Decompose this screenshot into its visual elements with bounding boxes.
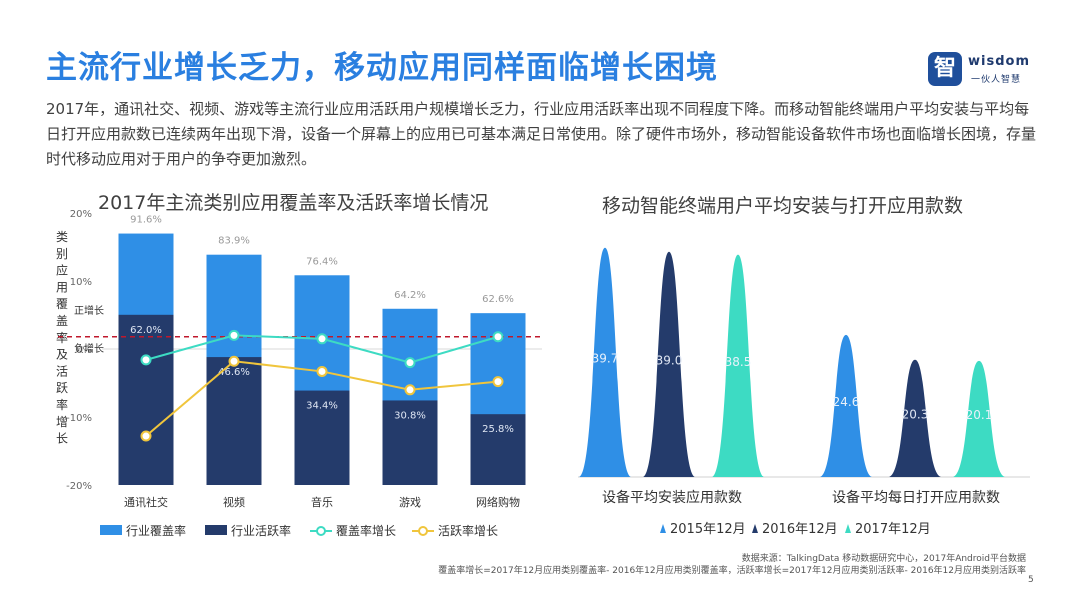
coverage-bar-label: 64.2% (394, 290, 426, 301)
active-bar-label: 62.0% (130, 325, 162, 336)
intro-paragraph: 2017年，通讯社交、视频、游戏等主流行业应用活跃用户规模增长乏力，行业应用活跃… (46, 100, 1037, 168)
x-axis-category-label: 网络购物 (476, 495, 520, 509)
growth-axis-tick: 20% (70, 209, 92, 220)
y-axis-label-char: 活 (56, 364, 68, 378)
peak-bar (953, 360, 1005, 477)
right-legend-label: 2015年12月 (670, 522, 746, 537)
logo-subtitle: 一伙人智慧 (971, 75, 1022, 85)
legend-label-coverage-growth: 覆盖率增长 (336, 523, 396, 538)
active-bar-label: 30.8% (394, 410, 426, 421)
active-growth-point (228, 355, 240, 367)
peak-bar (579, 247, 631, 477)
active-growth-point (140, 430, 152, 442)
y-axis-label-char: 长 (56, 432, 68, 446)
growth-axis-tick: 10% (70, 277, 92, 288)
active-bar-label: 34.4% (306, 401, 338, 412)
coverage-growth-point (492, 331, 504, 343)
active-growth-point (492, 376, 504, 388)
coverage-bar-label: 76.4% (306, 256, 338, 267)
left-chart-title: 2017年主流类别应用覆盖率及活跃率增长情况 (98, 192, 489, 214)
legend-label-active-growth: 活跃率增长 (438, 523, 498, 538)
x-axis-category-label: 通讯社交 (124, 495, 168, 509)
y-axis-label-char: 用 (56, 280, 68, 294)
active-bar (470, 414, 526, 485)
peak-bar-label: 20.1 (966, 408, 993, 422)
right-x-axis-category-label: 设备平均安装应用款数 (602, 489, 742, 506)
active-bar (382, 400, 438, 485)
y-axis-label-char: 应 (56, 263, 68, 278)
formula-note: 覆盖率增长=2017年12月应用类别覆盖率- 2016年12月应用类别覆盖率，活… (438, 566, 1026, 576)
data-source-note: 数据来源：TalkingData 移动数据研究中心，2017年Android平台… (741, 554, 1026, 564)
y-axis-label-char: 率 (56, 397, 68, 412)
right-legend-marker (752, 524, 758, 533)
coverage-bar-label: 91.6% (130, 215, 162, 226)
legend-label-coverage: 行业覆盖率 (126, 523, 186, 538)
x-axis-category-label: 音乐 (311, 495, 333, 509)
active-growth-point (316, 365, 328, 377)
coverage-growth-point (316, 333, 328, 345)
page-number: 5 (1028, 575, 1034, 585)
y-axis-label-char: 跃 (56, 381, 68, 395)
brand-logo: 智 wisdom 一伙人智慧 (928, 52, 1033, 88)
coverage-growth-point (404, 357, 416, 369)
legend-swatch-active (205, 525, 227, 535)
peak-bar-label: 20.3 (902, 407, 929, 421)
y-axis-label-char: 别 (56, 247, 68, 261)
coverage-growth-point (228, 329, 240, 341)
logo-glyph: 智 (928, 52, 962, 86)
active-bar-label: 46.6% (218, 367, 250, 378)
y-axis-label-char: 及 (56, 348, 68, 362)
growth-axis-tick: 0% (76, 345, 92, 356)
right-legend-label: 2016年12月 (762, 522, 838, 537)
peak-bar (889, 359, 941, 477)
right-legend-label: 2017年12月 (855, 522, 931, 537)
peak-bar-label: 38.5 (725, 355, 752, 369)
active-bar-label: 25.8% (482, 424, 514, 435)
negative-growth-annotation: 负增长 (74, 342, 104, 355)
peak-bar (712, 254, 764, 477)
peak-bar (643, 251, 695, 477)
active-bar (294, 390, 350, 485)
page-title: 主流行业增长乏力，移动应用同样面临增长困境 (46, 50, 718, 86)
peak-bar-label: 24.6 (833, 395, 860, 409)
peak-bar-label: 39.7 (592, 351, 619, 365)
growth-axis-tick: -20% (66, 481, 92, 492)
positive-growth-annotation: 正增长 (74, 304, 104, 317)
right-legend-marker (660, 524, 666, 533)
coverage-growth-point (140, 354, 152, 366)
right-legend-marker (845, 524, 851, 533)
y-axis-label-char: 类 (56, 230, 68, 244)
legend-swatch-coverage (100, 525, 122, 535)
y-axis-label-char: 覆 (56, 297, 68, 311)
active-bar (118, 314, 174, 485)
x-axis-category-label: 视频 (223, 495, 245, 509)
peak-bar-label: 39.0 (656, 353, 683, 367)
right-x-axis-category-label: 设备平均每日打开应用款数 (832, 489, 1000, 506)
logo-word: wisdom (968, 54, 1030, 69)
legend-label-active: 行业活跃率 (231, 523, 291, 538)
active-growth-point (404, 384, 416, 396)
coverage-bar-label: 62.6% (482, 294, 514, 305)
legend-marker-coverage-growth (316, 526, 326, 536)
y-axis-label-char: 盖 (56, 314, 68, 328)
active-bar (206, 357, 262, 485)
y-axis-label-char: 增 (56, 415, 68, 429)
peak-bar (820, 334, 872, 477)
growth-axis-tick: -10% (66, 413, 92, 424)
coverage-bar-label: 83.9% (218, 236, 250, 247)
x-axis-category-label: 游戏 (399, 496, 421, 509)
legend-marker-active-growth (418, 526, 428, 536)
right-chart-title: 移动智能终端用户平均安装与打开应用款数 (602, 195, 964, 217)
